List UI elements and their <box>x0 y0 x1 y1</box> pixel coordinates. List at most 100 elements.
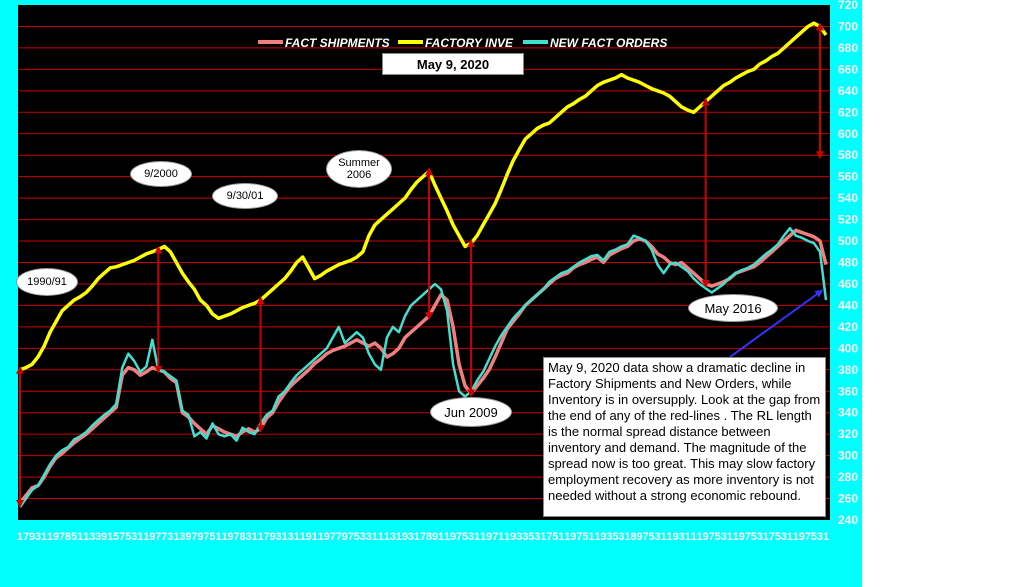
y-tick-label: 660 <box>838 62 858 76</box>
x-tick-label: 3 <box>781 531 787 543</box>
x-tick-label: 1 <box>727 531 733 543</box>
x-tick-label: 1 <box>661 531 667 543</box>
x-tick-label: 5 <box>354 531 360 543</box>
x-tick-label: 7 <box>191 531 197 543</box>
x-tick-label: 1 <box>137 531 143 543</box>
x-tick-label: 1 <box>414 531 420 543</box>
x-tick-label: 3 <box>618 531 624 543</box>
annotation-2016: May 2016 <box>688 294 778 322</box>
date-label: May 9, 2020 <box>382 53 524 75</box>
x-tick-label: 3 <box>655 531 661 543</box>
y-tick-label: 700 <box>838 19 858 33</box>
x-tick-label: 1 <box>83 531 89 543</box>
x-tick-label: 9 <box>306 531 312 543</box>
commentary-note: May 9, 2020 data show a dramatic decline… <box>543 357 826 517</box>
x-tick-label: 5 <box>209 531 215 543</box>
y-tick-label: 460 <box>838 277 858 291</box>
x-tick-label: 7 <box>330 531 336 543</box>
x-tick-label: 8 <box>426 531 432 543</box>
x-tick-label: 3 <box>288 531 294 543</box>
x-tick-label: 7 <box>745 531 751 543</box>
y-tick-label: 360 <box>838 384 858 398</box>
y-tick-label: 540 <box>838 191 858 205</box>
x-tick-label: 1 <box>558 531 564 543</box>
x-tick-label: 1 <box>564 531 570 543</box>
x-tick-label: 9 <box>197 531 203 543</box>
x-tick-label: 1 <box>504 531 510 543</box>
x-tick-label: 5 <box>649 531 655 543</box>
x-tick-label: 1 <box>173 531 179 543</box>
x-tick-label: 9 <box>101 531 107 543</box>
y-tick-label: 500 <box>838 234 858 248</box>
y-tick-label: 680 <box>838 41 858 55</box>
y-tick-label: 320 <box>838 427 858 441</box>
x-tick-label: 7 <box>264 531 270 543</box>
x-tick-label: 7 <box>348 531 354 543</box>
x-tick-label: 1 <box>793 531 799 543</box>
x-tick-label: 9 <box>570 531 576 543</box>
x-tick-label: 3 <box>757 531 763 543</box>
x-tick-label: 9 <box>185 531 191 543</box>
x-tick-label: 1 <box>594 531 600 543</box>
y-tick-label: 560 <box>838 170 858 184</box>
x-tick-label: 3 <box>817 531 823 543</box>
x-tick-label: 1 <box>691 531 697 543</box>
x-tick-label: 1 <box>763 531 769 543</box>
x-tick-label: 7 <box>642 531 648 543</box>
annotation-2009: Jun 2009 <box>430 397 512 427</box>
series-line-orders <box>18 226 828 508</box>
x-tick-label: 1 <box>823 531 829 543</box>
x-tick-label: 1 <box>378 531 384 543</box>
x-tick-label: 3 <box>534 531 540 543</box>
x-tick-label: 1 <box>444 531 450 543</box>
x-tick-label: 7 <box>161 531 167 543</box>
x-tick-label: 3 <box>679 531 685 543</box>
y-tick-label: 300 <box>838 449 858 463</box>
callout-arrow <box>729 289 824 358</box>
x-tick-label: 7 <box>155 531 161 543</box>
annotation-2000: 9/2000 <box>130 161 192 187</box>
x-tick-label: 3 <box>366 531 372 543</box>
x-tick-label: 1 <box>588 531 594 543</box>
y-tick-label: 720 <box>838 0 858 12</box>
spread-arrows <box>16 22 824 508</box>
x-tick-label: 3 <box>721 531 727 543</box>
x-tick-label: 9 <box>739 531 745 543</box>
x-tick-label: 5 <box>528 531 534 543</box>
x-tick-label: 7 <box>336 531 342 543</box>
x-tick-label: 1 <box>300 531 306 543</box>
x-tick-label: 9 <box>29 531 35 543</box>
x-tick-label: 1 <box>258 531 264 543</box>
x-tick-label: 5 <box>582 531 588 543</box>
series-lines <box>18 21 828 508</box>
x-tick-label: 1 <box>312 531 318 543</box>
x-tick-label: 7 <box>23 531 29 543</box>
series-line-shipments <box>18 228 828 504</box>
x-tick-label: 1 <box>47 531 53 543</box>
x-tick-label: 3 <box>179 531 185 543</box>
y-tick-label: 580 <box>838 148 858 162</box>
x-tick-label: 7 <box>119 531 125 543</box>
y-tick-label: 420 <box>838 320 858 334</box>
x-tick-label: 3 <box>246 531 252 543</box>
x-tick-label: 9 <box>510 531 516 543</box>
x-tick-label: 7 <box>492 531 498 543</box>
x-tick-label: 9 <box>799 531 805 543</box>
x-tick-label: 1 <box>372 531 378 543</box>
x-tick-label: 3 <box>167 531 173 543</box>
x-tick-label: 1 <box>438 531 444 543</box>
x-tick-label: 1 <box>498 531 504 543</box>
y-tick-label: 520 <box>838 213 858 227</box>
annotation-2001: 9/30/01 <box>212 183 278 209</box>
x-tick-label: 9 <box>53 531 59 543</box>
x-tick-label: 5 <box>71 531 77 543</box>
x-tick-label: 5 <box>612 531 618 543</box>
x-tick-label: 3 <box>408 531 414 543</box>
x-tick-label: 3 <box>390 531 396 543</box>
x-tick-label: 9 <box>450 531 456 543</box>
x-tick-label: 1 <box>143 531 149 543</box>
x-tick-label: 5 <box>775 531 781 543</box>
x-tick-label: 1 <box>252 531 258 543</box>
x-tick-label: 5 <box>462 531 468 543</box>
x-tick-label: 9 <box>324 531 330 543</box>
